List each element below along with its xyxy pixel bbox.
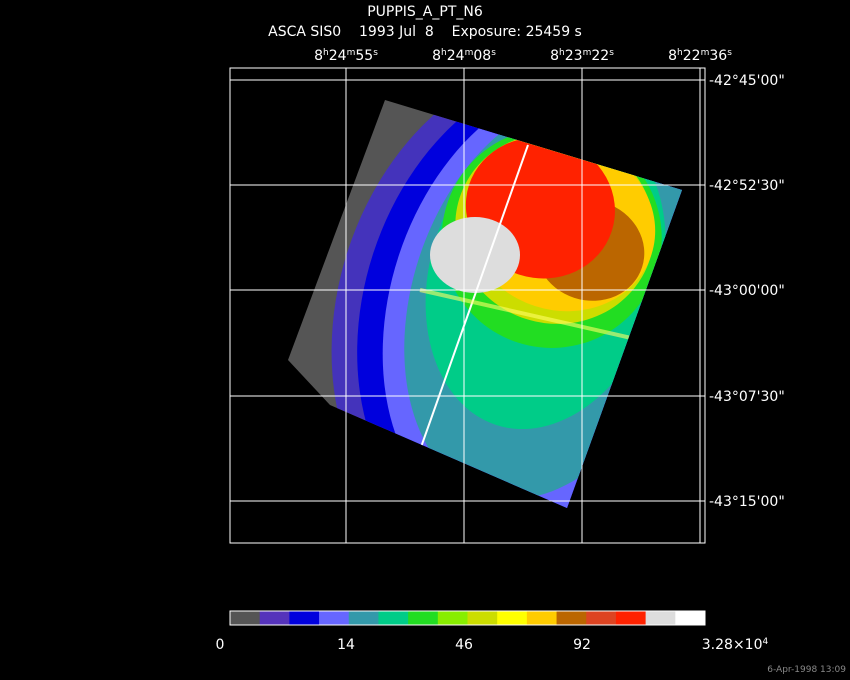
label-part: 8 bbox=[314, 48, 323, 64]
colorbar-segment bbox=[230, 611, 261, 625]
ra-label: 8h24m55s bbox=[314, 48, 378, 64]
label-part: 0 bbox=[216, 637, 225, 653]
label-part: 8 bbox=[432, 48, 441, 64]
superscript: h bbox=[441, 48, 447, 58]
superscript: h bbox=[677, 48, 683, 58]
label-part: 08 bbox=[473, 48, 491, 64]
colorbar-segment bbox=[586, 611, 617, 625]
colorbar-segment bbox=[645, 611, 676, 625]
ra-label: 8h23m22s bbox=[550, 48, 614, 64]
timestamp: 6-Apr-1998 13:09 bbox=[767, 665, 846, 675]
colorbar-segment bbox=[289, 611, 320, 625]
colorbar-segment bbox=[497, 611, 528, 625]
superscript: h bbox=[559, 48, 565, 58]
label-part: 22 bbox=[591, 48, 609, 64]
colorbar-segment bbox=[615, 611, 647, 625]
label-part: 8 bbox=[668, 48, 677, 64]
superscript: s bbox=[373, 48, 378, 58]
dec-label: -42°52'30" bbox=[709, 178, 785, 194]
label-part: 8 bbox=[550, 48, 559, 64]
colorbar-segment bbox=[675, 611, 706, 625]
image-streak bbox=[419, 288, 641, 342]
superscript: s bbox=[609, 48, 614, 58]
colorbar-segment bbox=[467, 611, 498, 625]
superscript: h bbox=[323, 48, 329, 58]
coordinate-grid bbox=[230, 68, 705, 543]
frame bbox=[229, 67, 706, 544]
colorbar-segment bbox=[437, 611, 468, 625]
colorbar-segment bbox=[526, 611, 558, 625]
label-part: 24 bbox=[329, 48, 347, 64]
colorbar-segment bbox=[259, 611, 290, 625]
colorbar-segment bbox=[408, 611, 439, 625]
colorbar-segment bbox=[319, 611, 350, 625]
label-part: 24 bbox=[447, 48, 465, 64]
label-part: 55 bbox=[355, 48, 373, 64]
colorbar-label: 0 bbox=[216, 637, 225, 653]
image-streak bbox=[419, 144, 529, 451]
superscript: m bbox=[701, 48, 710, 58]
label-part: 46 bbox=[455, 637, 473, 653]
label-part: 36 bbox=[709, 48, 727, 64]
superscript: m bbox=[347, 48, 356, 58]
label-part: 23 bbox=[565, 48, 583, 64]
dec-label: -43°15'00" bbox=[709, 494, 785, 510]
ra-label: 8h22m36s bbox=[668, 48, 732, 64]
subtitle: ASCA SIS0 1993 Jul 8 Exposure: 25459 s bbox=[268, 24, 582, 40]
title: PUPPIS_A_PT_N6 bbox=[367, 4, 483, 20]
dec-label: -42°45'00" bbox=[709, 73, 785, 89]
superscript: m bbox=[465, 48, 474, 58]
label-part: 22 bbox=[683, 48, 701, 64]
dec-label: -43°07'30" bbox=[709, 389, 785, 405]
superscript: 4 bbox=[762, 637, 768, 647]
label-part: 92 bbox=[573, 637, 591, 653]
label-part: 14 bbox=[337, 637, 355, 653]
colorbar-label: 92 bbox=[573, 637, 591, 653]
superscript: s bbox=[727, 48, 732, 58]
colorbar-segment bbox=[348, 611, 379, 625]
colorbar-segment bbox=[378, 611, 409, 625]
colorbar bbox=[230, 611, 706, 625]
colorbar-label: 3.28×104 bbox=[702, 637, 769, 653]
superscript: m bbox=[583, 48, 592, 58]
superscript: s bbox=[491, 48, 496, 58]
ra-label: 8h24m08s bbox=[432, 48, 496, 64]
colorbar-frame bbox=[229, 610, 706, 626]
image-peak bbox=[430, 217, 520, 293]
label-part: 3.28×10 bbox=[702, 637, 763, 653]
colorbar-segment bbox=[556, 611, 587, 625]
colorbar-label: 46 bbox=[455, 637, 473, 653]
colorbar-label: 14 bbox=[337, 637, 355, 653]
dec-label: -43°00'00" bbox=[709, 283, 785, 299]
